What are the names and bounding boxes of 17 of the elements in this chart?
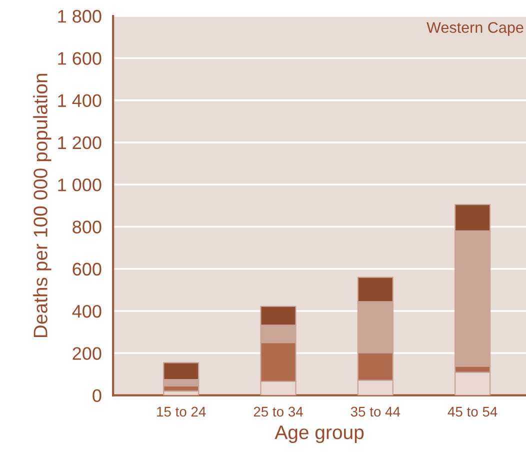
x-tick-label: 45 to 54 (448, 406, 498, 417)
y-tick-label: 0 (92, 389, 102, 402)
x-axis-title: Age group (274, 426, 364, 444)
y-tick-label: 1 800 (58, 10, 102, 23)
annotation: Western Cape (426, 22, 524, 36)
y-axis-title: Deaths per 100 000 population (33, 74, 52, 338)
y-tick-label: 800 (72, 220, 102, 234)
y-tick-label: 600 (72, 262, 102, 276)
x-tick-label: 25 to 34 (254, 406, 303, 417)
y-tick-label: 1 600 (58, 52, 102, 65)
x-tick-label: 15 to 24 (157, 406, 206, 417)
y-tick-label: 1 400 (58, 94, 102, 108)
x-tick-label: 35 to 44 (350, 406, 400, 417)
y-tick-label: 200 (72, 347, 102, 360)
y-tick-label: 1 200 (58, 136, 102, 150)
y-tick-label: 400 (72, 304, 102, 318)
y-tick-label: 1 000 (58, 178, 102, 192)
